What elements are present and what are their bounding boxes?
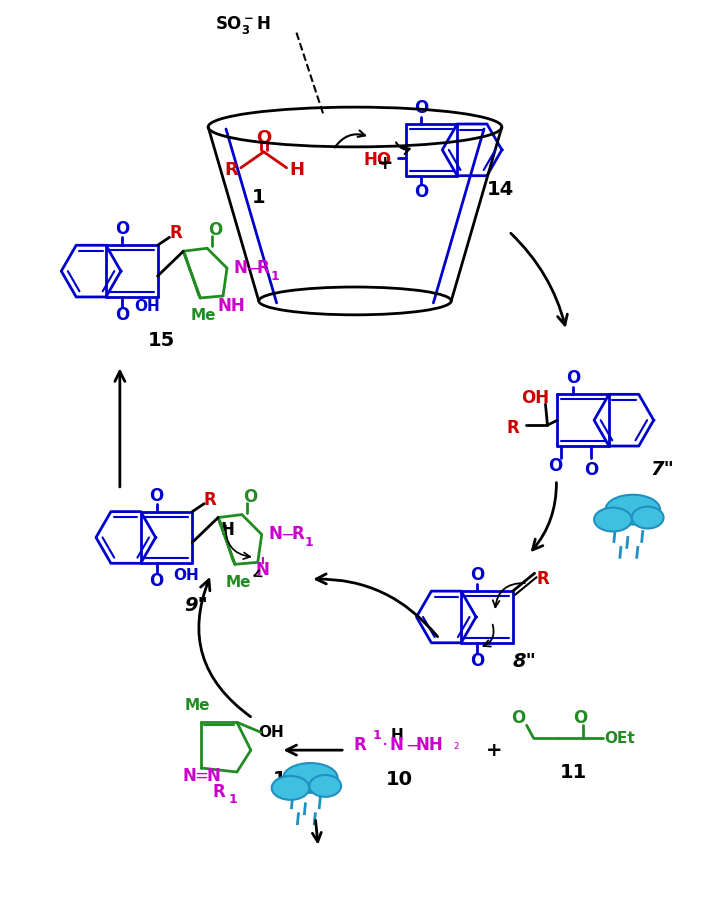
Text: O: O [208, 221, 222, 239]
Text: O: O [584, 461, 598, 479]
Text: 14: 14 [487, 180, 515, 199]
Text: O: O [115, 220, 129, 238]
Text: R: R [224, 161, 238, 179]
Text: Me: Me [191, 308, 216, 324]
Text: O: O [150, 486, 164, 504]
Text: O: O [548, 457, 562, 475]
Text: $\mathregular{SO_3^-H}$: $\mathregular{SO_3^-H}$ [216, 13, 271, 36]
Text: 7": 7" [651, 460, 674, 479]
Text: N: N [256, 561, 269, 579]
Text: H: H [390, 727, 403, 743]
Text: R: R [291, 526, 304, 544]
Text: R: R [203, 491, 216, 509]
Text: N: N [234, 259, 248, 277]
Text: NH: NH [415, 736, 443, 754]
Text: 1: 1 [372, 729, 381, 742]
Ellipse shape [283, 763, 337, 793]
Text: H₂O: H₂O [296, 776, 325, 790]
Text: H₂O: H₂O [618, 505, 647, 520]
Text: 15: 15 [148, 331, 175, 351]
Text: O: O [573, 709, 587, 727]
Text: 1: 1 [305, 536, 313, 549]
Text: NH: NH [217, 297, 245, 315]
Text: OH: OH [134, 299, 160, 315]
Text: 1: 1 [270, 270, 279, 282]
Ellipse shape [309, 775, 341, 797]
Text: R: R [506, 419, 519, 437]
Text: O: O [150, 572, 164, 590]
Text: O: O [115, 306, 129, 324]
Text: N: N [182, 767, 196, 785]
Text: N: N [269, 526, 283, 544]
Text: 9": 9" [184, 595, 208, 615]
Text: HO: HO [364, 151, 392, 169]
Text: O: O [470, 566, 484, 584]
Text: OH: OH [522, 389, 549, 407]
Text: 1: 1 [228, 793, 238, 806]
Text: −: − [281, 526, 294, 544]
Text: R: R [536, 570, 549, 588]
Text: =: = [194, 767, 208, 785]
Text: +: + [376, 155, 393, 174]
Ellipse shape [632, 507, 664, 529]
Text: Me: Me [225, 574, 251, 590]
Text: O: O [256, 129, 272, 147]
Ellipse shape [605, 494, 660, 524]
Ellipse shape [272, 776, 309, 800]
Text: 10: 10 [386, 770, 413, 789]
Text: O: O [566, 369, 581, 387]
Text: −: − [406, 736, 420, 754]
Text: O: O [512, 709, 526, 727]
Text: ·: · [381, 735, 388, 754]
Text: ₂: ₂ [454, 738, 459, 752]
Text: H: H [220, 521, 234, 539]
Text: O: O [414, 99, 429, 117]
Text: +: + [486, 741, 502, 760]
Text: H: H [289, 161, 304, 179]
Text: OEt: OEt [605, 731, 635, 745]
Ellipse shape [594, 508, 632, 531]
Text: O: O [470, 652, 484, 670]
Text: 13: 13 [273, 770, 300, 789]
Text: N: N [390, 736, 403, 754]
Text: 8": 8" [513, 652, 537, 672]
Text: OH: OH [174, 567, 199, 583]
Text: O: O [242, 487, 257, 506]
Text: N: N [206, 767, 220, 785]
Text: 1: 1 [252, 188, 266, 207]
Text: OH: OH [258, 725, 284, 740]
Text: R: R [257, 259, 269, 277]
Text: R: R [213, 783, 225, 801]
Text: 11: 11 [559, 763, 587, 782]
Text: Me: Me [184, 698, 210, 713]
Text: −: − [246, 259, 259, 277]
Text: R: R [169, 225, 182, 243]
Text: O: O [414, 182, 429, 200]
Text: R: R [354, 736, 367, 754]
